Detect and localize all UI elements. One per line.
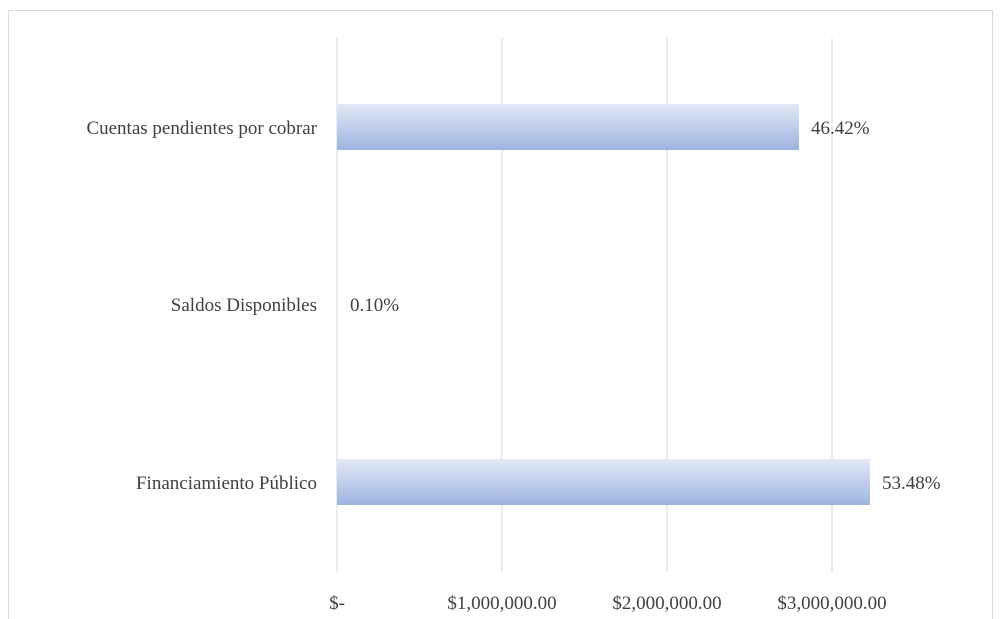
bars	[337, 104, 870, 505]
bar	[337, 459, 870, 505]
chart-area	[8, 10, 993, 619]
x-tick-label: $2,000,000.00	[612, 593, 721, 614]
data-label: 46.42%	[811, 118, 870, 139]
category-label: Financiamiento Público	[136, 473, 317, 494]
data-label: 53.48%	[882, 473, 941, 494]
category-label: Saldos Disponibles	[171, 295, 317, 316]
category-label: Cuentas pendientes por cobrar	[86, 118, 317, 139]
bar	[337, 104, 799, 150]
data-label: 0.10%	[350, 295, 399, 316]
labels: $- $1,000,000.00 $2,000,000.00 $3,000,000.0…	[86, 118, 940, 614]
x-tick-label: $-	[329, 593, 345, 614]
x-tick-label: $3,000,000.00	[777, 593, 886, 614]
x-tick-label: $1,000,000.00	[447, 593, 556, 614]
